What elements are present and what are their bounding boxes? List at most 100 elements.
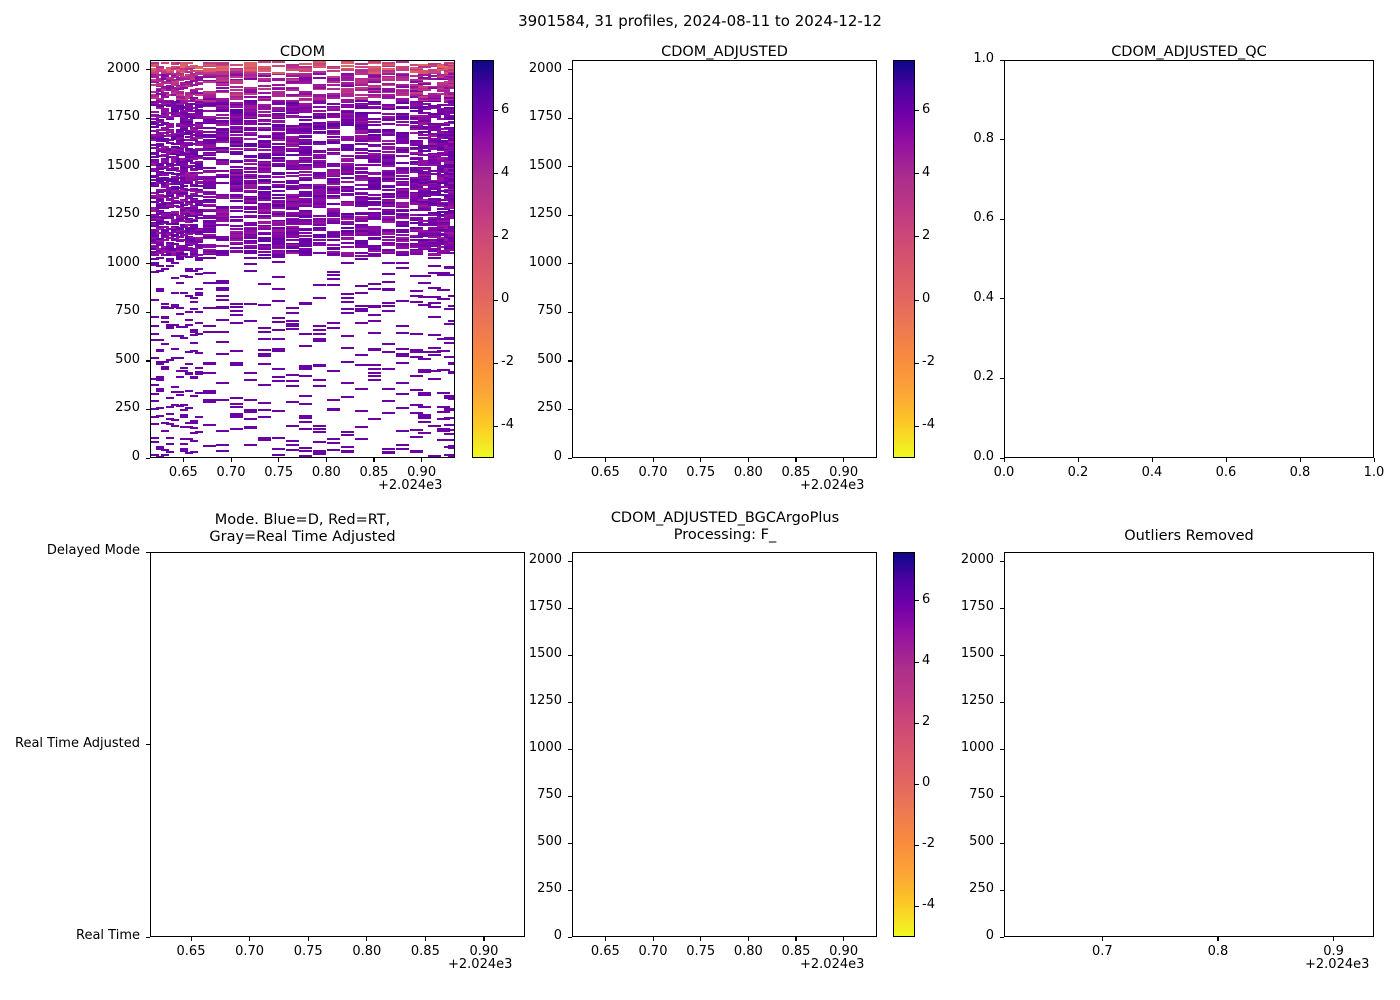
cdom-data-segment xyxy=(447,174,454,177)
cdom-data-segment xyxy=(165,82,174,85)
cdom-data-segment xyxy=(156,195,165,198)
cdom-data-segment xyxy=(271,201,285,203)
cdom-data-segment xyxy=(257,72,271,75)
cdom-data-segment xyxy=(230,160,244,163)
cdom-data-segment xyxy=(299,421,313,424)
cdom-data-segment xyxy=(185,62,194,65)
cdom-data-segment xyxy=(216,205,230,208)
cdom-data-segment xyxy=(151,222,160,225)
cdom-data-segment xyxy=(151,181,160,184)
cdom-data-segment xyxy=(285,206,299,209)
cdom-data-segment xyxy=(230,168,244,171)
cdom-data-segment xyxy=(285,111,299,114)
cdom-data-segment xyxy=(382,239,396,242)
cdom-data-segment xyxy=(271,84,285,87)
cdom-data-segment xyxy=(160,166,169,169)
cdom-data-segment xyxy=(175,140,184,143)
cdom-data-segment xyxy=(299,164,313,167)
cdom-data-segment xyxy=(244,101,258,104)
cdom-data-segment xyxy=(271,204,285,207)
cdom-data-segment xyxy=(160,342,169,345)
cdom-data-segment xyxy=(327,88,341,91)
cdom-data-segment xyxy=(216,78,230,81)
panel-mode-x-offset: +2.024e3 xyxy=(448,957,513,972)
cdom-data-segment xyxy=(447,147,454,150)
cdom-data-segment xyxy=(195,81,204,84)
cdom-data-segment xyxy=(216,141,230,144)
cdom-data-segment xyxy=(230,131,244,134)
cdom-data-segment xyxy=(160,88,169,91)
cdom-data-segment xyxy=(447,87,454,90)
cdom-data-segment xyxy=(151,229,160,232)
cdom-data-segment xyxy=(151,65,160,68)
cdom-data-segment xyxy=(244,133,258,136)
cdom-data-segment xyxy=(417,282,431,285)
cdom-data-segment xyxy=(216,124,230,127)
panel-cdom-axes[interactable] xyxy=(150,60,455,458)
cdom-data-segment xyxy=(327,239,341,242)
cdom-data-segment xyxy=(354,97,368,100)
cdom-data-segment xyxy=(180,244,189,247)
cdom-data-segment xyxy=(175,215,184,218)
cdom-data-segment xyxy=(165,189,174,192)
cdom-data-segment xyxy=(257,199,271,202)
panel-cdom-adjusted-axes[interactable] xyxy=(572,60,877,458)
cdom-data-segment xyxy=(327,449,341,452)
cdom-data-segment xyxy=(340,181,354,184)
cdom-data-segment xyxy=(299,344,313,347)
cdomadj-xtick-mark-3 xyxy=(747,458,749,462)
cdom-data-segment xyxy=(327,113,341,116)
bgc-cb-tick-mark-0 xyxy=(915,905,919,908)
cdom-data-segment xyxy=(202,167,216,170)
cdom-data-segment xyxy=(313,203,327,206)
cdom-data-segment xyxy=(327,221,341,224)
cdom-data-segment xyxy=(396,99,410,102)
cdom-data-segment xyxy=(216,239,230,242)
cdom-data-segment xyxy=(190,91,199,94)
cdom-data-segment xyxy=(230,96,244,99)
cdom-data-segment xyxy=(230,103,244,106)
cdom-data-segment xyxy=(216,253,230,256)
cdom-data-segment xyxy=(447,341,454,344)
panel-cdom-adjusted-qc-axes[interactable] xyxy=(1004,60,1374,458)
cdom-data-segment xyxy=(299,237,313,240)
cdom-data-segment xyxy=(180,76,189,79)
cdom-data-segment xyxy=(156,362,165,365)
panel-outliers-removed-axes[interactable] xyxy=(1004,552,1374,937)
panel-cdom-adjusted-colorbar[interactable] xyxy=(893,60,915,458)
cdom-data-segment xyxy=(244,116,258,119)
cdom-data-segment xyxy=(230,122,244,125)
cdom-data-segment xyxy=(160,114,169,117)
cdom-data-segment xyxy=(156,248,165,251)
cdom-data-segment xyxy=(185,74,194,77)
cdom-data-segment xyxy=(170,107,179,110)
cdom-data-segment xyxy=(170,82,179,85)
cdom-data-segment xyxy=(175,182,184,185)
cdom-data-segment xyxy=(160,100,169,103)
cdom-data-segment xyxy=(396,430,410,433)
cdom-data-segment xyxy=(354,89,368,92)
cdomadj-ytick-mark-2 xyxy=(568,360,572,362)
cdom-data-segment xyxy=(160,213,169,216)
cdom-data-segment xyxy=(447,273,454,276)
cdom-data-segment xyxy=(202,170,216,173)
cdom-data-segment xyxy=(185,172,194,175)
cdom-data-segment xyxy=(299,186,313,189)
cdom-data-segment xyxy=(447,192,454,195)
cdom-data-segment xyxy=(156,99,165,102)
panel-bgcargoplus-title-line1: CDOM_ADJUSTED_BGCArgoPlus xyxy=(610,510,840,526)
cdom-data-segment xyxy=(244,201,258,204)
cdom-data-segment xyxy=(313,218,327,221)
cdom-data-segment xyxy=(185,125,194,128)
cdom-data-segment xyxy=(180,146,189,149)
cdom-data-segment xyxy=(195,79,204,82)
cdom-data-segment xyxy=(327,69,341,72)
cdom-data-segment xyxy=(216,74,230,77)
cdom-data-segment xyxy=(354,125,368,128)
cdom-data-segment xyxy=(368,320,382,323)
cdom-data-segment xyxy=(156,350,165,353)
cdom-data-segment xyxy=(447,187,454,190)
cdom-data-segment xyxy=(185,249,194,252)
cdom-data-segment xyxy=(447,139,454,142)
cdom-data-segment xyxy=(230,195,244,198)
